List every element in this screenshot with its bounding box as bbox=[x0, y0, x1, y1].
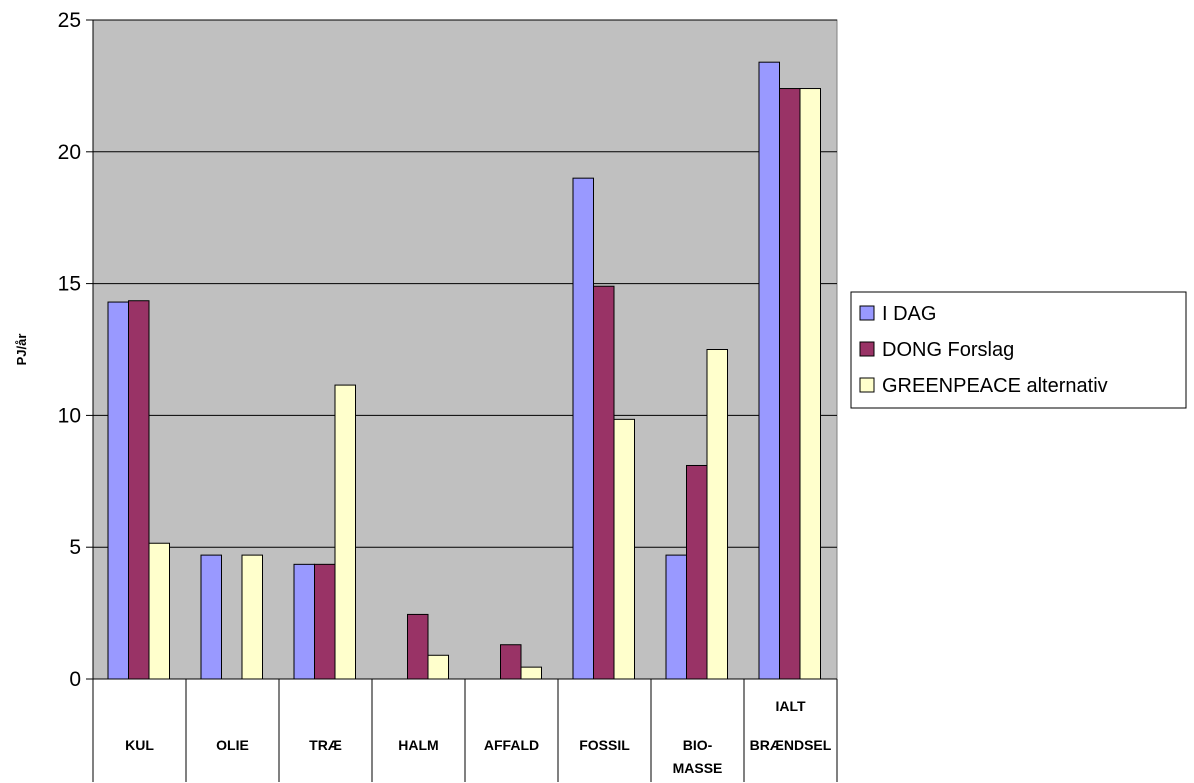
bar bbox=[500, 644, 522, 680]
x-category-label: AFFALD bbox=[484, 737, 539, 753]
y-tick-label: 10 bbox=[58, 404, 81, 427]
y-tick-label: 20 bbox=[58, 141, 81, 164]
bar bbox=[613, 418, 635, 680]
bar bbox=[665, 554, 687, 680]
x-category-label: TRÆ bbox=[309, 737, 342, 753]
x-category-label: BRÆNDSEL bbox=[750, 737, 832, 753]
bar bbox=[128, 300, 150, 680]
y-tick-label: 15 bbox=[58, 273, 81, 296]
bar bbox=[520, 666, 542, 680]
x-category-label: HALM bbox=[398, 737, 438, 753]
y-tick-label: 5 bbox=[69, 536, 81, 559]
bars-group bbox=[107, 61, 821, 680]
x-category-label: OLIE bbox=[216, 737, 249, 753]
legend-swatch bbox=[859, 305, 875, 321]
bar bbox=[758, 61, 780, 680]
x-category-label: IALT bbox=[775, 698, 806, 714]
bar bbox=[427, 654, 449, 680]
x-category-label: BIO- bbox=[683, 737, 713, 753]
bar bbox=[293, 563, 315, 680]
legend-label: I DAG bbox=[882, 303, 936, 325]
y-axis: 0 5 10 15 20 25 bbox=[58, 9, 94, 691]
bar bbox=[334, 384, 356, 680]
bar bbox=[314, 563, 336, 680]
x-category-label: FOSSIL bbox=[579, 737, 630, 753]
legend-swatch bbox=[859, 377, 875, 393]
bar bbox=[799, 88, 821, 680]
bar bbox=[686, 464, 708, 680]
y-tick-label: 25 bbox=[58, 9, 81, 32]
x-category-label: KUL bbox=[125, 737, 154, 753]
bar bbox=[241, 554, 263, 680]
bar bbox=[200, 554, 222, 680]
bar bbox=[407, 613, 429, 680]
bar bbox=[572, 177, 594, 680]
legend-swatch bbox=[859, 341, 875, 357]
y-axis-label: PJ/år bbox=[14, 334, 29, 366]
bar bbox=[107, 301, 129, 680]
bar bbox=[706, 349, 728, 680]
category-table: KUL OLIE TRÆ HALM AFFALD FOSSIL BIO- MASSE IALT B… bbox=[92, 678, 838, 782]
legend-label: GREENPEACE alternativ bbox=[882, 375, 1108, 397]
legend: I DAG DONG Forslag GREENPEACE alternativ bbox=[850, 291, 1187, 409]
bar bbox=[779, 88, 801, 680]
y-tick-label: 0 bbox=[69, 668, 81, 691]
bar bbox=[593, 285, 615, 680]
bar bbox=[148, 542, 170, 680]
legend-label: DONG Forslag bbox=[882, 339, 1014, 361]
x-category-label: MASSE bbox=[673, 760, 723, 776]
legend-box bbox=[850, 291, 1187, 409]
